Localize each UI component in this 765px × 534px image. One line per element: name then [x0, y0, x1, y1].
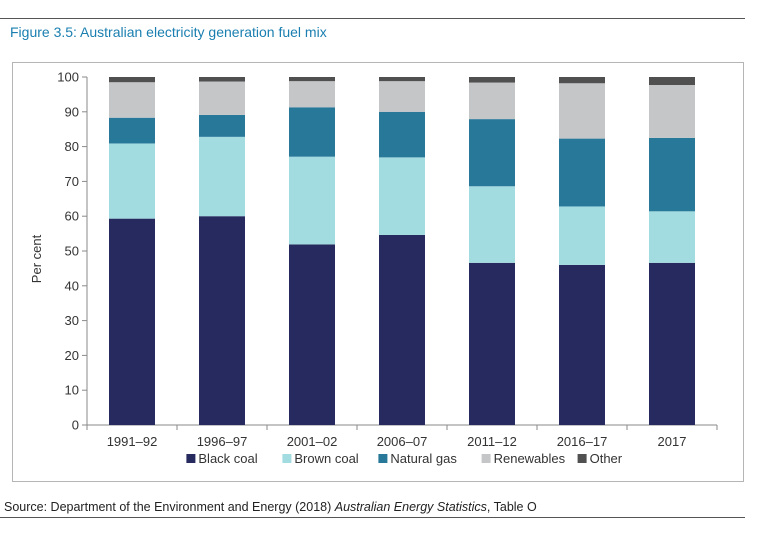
source-publication: Australian Energy Statistics [334, 500, 487, 514]
y-tick-label: 70 [65, 174, 79, 189]
bar-segment [649, 85, 695, 138]
bar-segment [649, 211, 695, 263]
bar-segment [199, 77, 245, 82]
legend-swatch [481, 454, 491, 463]
bar-segment [109, 82, 155, 118]
bar-segment [199, 136, 245, 217]
bar-segment [289, 77, 335, 82]
bar-segment [109, 218, 155, 425]
y-tick-label: 10 [65, 383, 79, 398]
bar-segment [199, 216, 245, 425]
x-tick-label: 1996–97 [197, 434, 248, 449]
legend-label: Brown coal [294, 451, 358, 466]
y-tick-label: 100 [57, 70, 79, 85]
bar-segment [469, 77, 515, 83]
figure-title: Figure 3.5: Australian electricity gener… [10, 24, 327, 40]
x-tick-label: 2006–07 [377, 434, 428, 449]
x-tick-label: 2001–02 [287, 434, 338, 449]
legend-label: Black coal [198, 451, 257, 466]
y-tick-label: 50 [65, 244, 79, 259]
legend-label: Natural gas [390, 451, 457, 466]
bar-segment [559, 264, 605, 425]
bar-segment [199, 114, 245, 137]
x-tick-label: 2017 [658, 434, 687, 449]
bar-segment [289, 244, 335, 425]
source-prefix: Source: Department of the Environment an… [4, 500, 335, 514]
source-suffix: , Table O [486, 500, 537, 514]
legend-label: Other [590, 451, 623, 466]
bar-segment [559, 77, 605, 84]
bar-segment [469, 186, 515, 263]
legend-swatch [186, 454, 196, 463]
legend-swatch [282, 454, 292, 463]
bar-segment [379, 234, 425, 425]
y-tick-label: 60 [65, 209, 79, 224]
stacked-bar-chart: 0 10 20 30 40 50 60 70 80 90 100 Per cent 1991–92 199… [29, 70, 718, 466]
bottom-rule [0, 517, 745, 518]
y-tick-label: 80 [65, 139, 79, 154]
bar-segment [379, 81, 425, 112]
top-rule [0, 18, 745, 19]
bar-segment [289, 81, 335, 108]
bar-segment [109, 143, 155, 219]
bar-segment [559, 83, 605, 139]
bar-segment [289, 156, 335, 245]
bar-segment [559, 206, 605, 265]
y-tick-label: 30 [65, 313, 79, 328]
y-tick-label: 40 [65, 278, 79, 293]
x-tick-label: 2011–12 [467, 434, 517, 449]
x-tick-label: 2016–17 [557, 434, 608, 449]
bar-segment [559, 138, 605, 207]
bar-segment [289, 107, 335, 157]
bar-segment [649, 137, 695, 212]
bar-segment [199, 81, 245, 115]
bar-segment [379, 111, 425, 158]
legend-label: Renewables [494, 451, 566, 466]
bar-segment [379, 157, 425, 235]
bar-segment [649, 262, 695, 425]
bar-segment [109, 77, 155, 83]
y-tick-label: 90 [65, 104, 79, 119]
bar-segment [469, 262, 515, 425]
legend-swatch [378, 454, 388, 463]
bar-segment [379, 77, 425, 82]
chart-frame: 0 10 20 30 40 50 60 70 80 90 100 Per cent 1991–92 199… [12, 62, 744, 482]
y-axis-title: Per cent [29, 234, 44, 283]
y-tick-label: 20 [65, 348, 79, 363]
legend-swatch [577, 454, 587, 463]
bar-segment [469, 119, 515, 187]
x-tick-label: 1991–92 [107, 434, 158, 449]
bar-segment [109, 117, 155, 144]
y-tick-label: 0 [72, 418, 79, 433]
source-note: Source: Department of the Environment an… [4, 500, 537, 514]
bar-segment [649, 77, 695, 86]
bar-segment [469, 82, 515, 120]
